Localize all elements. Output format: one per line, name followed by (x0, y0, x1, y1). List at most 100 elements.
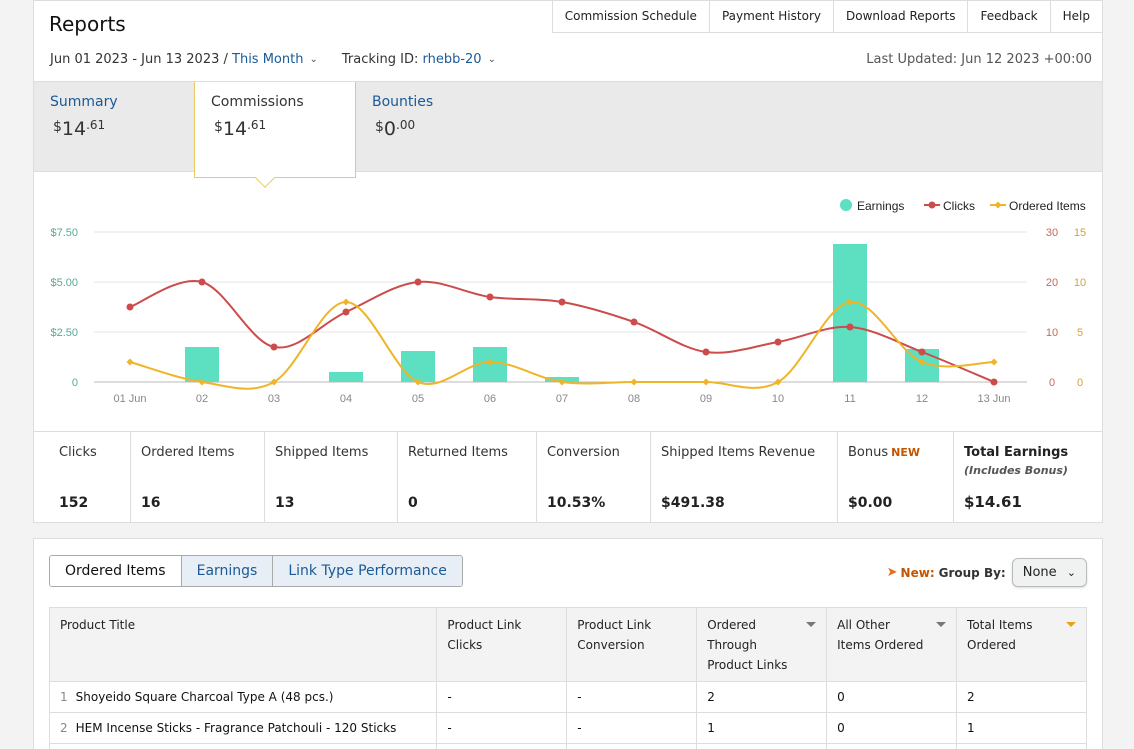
legend-earnings-swatch (840, 199, 852, 211)
col-product-title[interactable]: Product Title (48, 607, 438, 682)
y-tick-label-right1: 0 (1049, 377, 1055, 389)
earnings-bar (329, 372, 363, 382)
earnings-bar (185, 347, 219, 382)
tab-commissions[interactable]: Commissions $14.61 (194, 82, 356, 178)
col-all-other-items[interactable]: All Other Items Ordered (826, 607, 958, 682)
cell-title: 1 Shoyeido Square Charcoal Type A (48 pcs… (48, 681, 438, 713)
cell-title: 2 HEM Incense Sticks - Fragrance Patchoul… (48, 712, 438, 744)
nav-download-reports[interactable]: Download Reports (834, 1, 969, 32)
cell-ordered-through: 1 (696, 712, 828, 744)
stat-value: 16 (141, 495, 161, 511)
y-tick-label-right2: 5 (1077, 327, 1083, 339)
sort-active-icon (1066, 622, 1076, 627)
stat-value: 13 (275, 495, 295, 511)
ordered-items-point (774, 378, 782, 386)
x-tick-label: 09 (700, 393, 712, 405)
x-tick-label: 04 (340, 393, 352, 405)
top-nav: Commission Schedule Payment History Down… (551, 1, 1102, 33)
stat-shipped-items: Shipped Items 13 (265, 432, 398, 523)
tab-commissions-label: Commissions (211, 94, 304, 110)
legend-clicks-swatch (928, 201, 936, 209)
tab-bounties[interactable]: Bounties $0.00 (356, 82, 516, 172)
stat-label: Conversion (547, 445, 620, 460)
clicks-point (486, 293, 494, 301)
items-panel: Ordered Items Earnings Link Type Perform… (33, 538, 1103, 749)
x-tick-label: 05 (412, 393, 424, 405)
x-tick-label: 06 (484, 393, 496, 405)
ordered-items-point (846, 298, 854, 306)
clicks-point (990, 378, 998, 386)
legend-clicks-label: Clicks (943, 199, 975, 213)
col-total-items[interactable]: Total Items Ordered (956, 607, 1087, 682)
tab-link-type-performance[interactable]: Link Type Performance (273, 556, 462, 586)
y-tick-label-right2: 15 (1074, 227, 1086, 239)
earnings-bar (401, 351, 435, 382)
ordered-items-point (990, 358, 998, 366)
cell-total-items: 2 (956, 681, 1087, 713)
group-by: ➤ New: Group By: None ⌄ (887, 558, 1087, 587)
tab-bounties-amount: $0.00 (375, 118, 416, 140)
stat-value: $0.00 (848, 495, 893, 511)
group-by-select[interactable]: None ⌄ (1011, 558, 1087, 587)
stat-conversion: Conversion 10.53% (537, 432, 651, 523)
tab-summary[interactable]: Summary $14.61 (34, 82, 194, 172)
x-tick-label: 13 Jun (977, 393, 1010, 405)
table-row (48, 743, 1087, 749)
tab-commissions-amount: $14.61 (214, 118, 267, 140)
stat-label: Total Earnings (964, 445, 1069, 460)
nav-commission-schedule[interactable]: Commission Schedule (553, 1, 710, 32)
x-tick-label: 10 (772, 393, 784, 405)
clicks-point (630, 318, 638, 326)
stat-shipped-revenue: Shipped Items Revenue $491.38 (651, 432, 838, 523)
col-product-link-clicks[interactable]: Product Link Clicks (436, 607, 568, 682)
clicks-point (774, 338, 782, 346)
period-dropdown[interactable]: This Month ⌄ (232, 52, 318, 67)
clicks-point (558, 298, 566, 306)
stat-label: Ordered Items (141, 445, 235, 460)
nav-feedback[interactable]: Feedback (968, 1, 1051, 32)
stat-returned-items: Returned Items 0 (398, 432, 537, 523)
chart-area: $7.50 30 15 $5.00 20 10 $2.50 10 5 0 0 0 01 Jun 02 03 0… (34, 191, 1102, 425)
tab-ordered-items[interactable]: Ordered Items (50, 556, 182, 586)
summary-tabs: Summary $14.61 Commissions $14.61 Bounti… (34, 81, 1102, 178)
performance-chart: $7.50 30 15 $5.00 20 10 $2.50 10 5 0 0 0 01 Jun 02 03 0… (50, 199, 1086, 405)
x-tick-label: 11 (844, 393, 855, 405)
tab-earnings[interactable]: Earnings (181, 556, 274, 586)
clicks-point (918, 348, 926, 356)
cell-other-items: 0 (826, 681, 958, 713)
stat-value: 10.53% (547, 495, 606, 511)
clicks-point (126, 303, 134, 311)
legend-ordered-swatch (994, 201, 1002, 209)
stat-total-earnings: Total Earnings (Includes Bonus) $14.61 (954, 432, 1102, 523)
clicks-point (198, 278, 206, 286)
group-by-label: Group By: (938, 565, 1006, 580)
new-badge: NEW (891, 446, 920, 459)
x-tick-label: 03 (268, 393, 280, 405)
filter-bar: Jun 01 2023 - Jun 13 2023 / This Month ⌄ … (50, 52, 496, 67)
x-tick-label: 08 (628, 393, 640, 405)
ordered-items-point (342, 298, 350, 306)
col-product-link-conversion[interactable]: Product Link Conversion (566, 607, 698, 682)
clicks-point (414, 278, 422, 286)
tracking-id-dropdown[interactable]: rhebb-20 ⌄ (422, 52, 495, 67)
x-tick-label: 07 (556, 393, 568, 405)
nav-payment-history[interactable]: Payment History (710, 1, 834, 32)
table-header-row: Product Title Product Link Clicks Produc… (48, 607, 1087, 682)
report-panel: Reports Commission Schedule Payment Hist… (33, 0, 1103, 523)
x-tick-label: 02 (196, 393, 208, 405)
cell-total-items: 1 (956, 712, 1087, 744)
y-tick-label-left: $7.50 (50, 227, 78, 239)
ordered-items-point (198, 378, 206, 386)
nav-help[interactable]: Help (1062, 9, 1090, 23)
clicks-point (846, 323, 854, 331)
stats-row: Clicks 152 Ordered Items 16 Shipped Item… (34, 431, 1102, 523)
x-tick-label: 01 Jun (113, 393, 146, 405)
tab-bounties-label: Bounties (372, 94, 434, 110)
col-ordered-through-links[interactable]: Ordered Through Product Links (696, 607, 828, 682)
stat-ordered-items: Ordered Items 16 (131, 432, 265, 523)
y-tick-label-right1: 30 (1046, 227, 1058, 239)
cell-conversion: - (566, 681, 698, 713)
sort-icon (806, 622, 817, 627)
cell-conversion: - (566, 712, 698, 744)
stat-label: Returned Items (408, 445, 508, 460)
